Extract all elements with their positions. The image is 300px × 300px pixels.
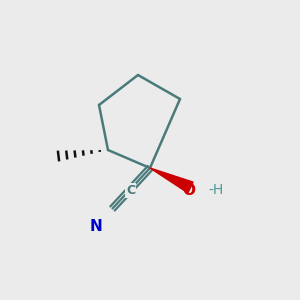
Text: O: O [182, 183, 196, 198]
Text: C: C [126, 184, 135, 197]
Polygon shape [150, 168, 193, 193]
Text: N: N [90, 219, 102, 234]
Text: -H: -H [208, 184, 224, 197]
